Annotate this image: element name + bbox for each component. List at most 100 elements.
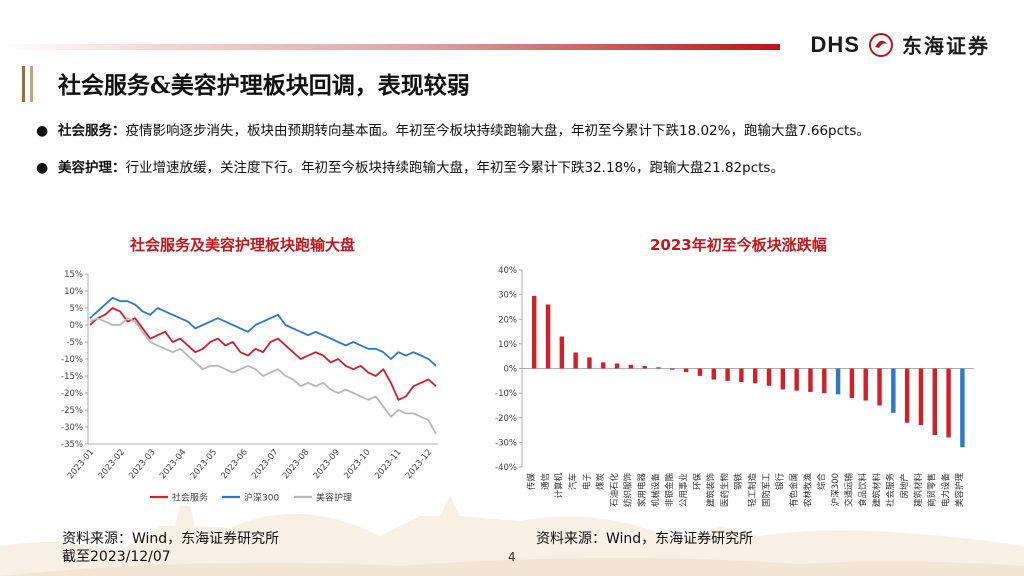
logo-dhs-text: DHS [810,31,860,57]
header-accent-line [0,44,780,50]
bar [960,368,965,448]
x-category-label: 电子 [581,473,592,491]
bar [877,368,882,406]
page-number: 4 [508,550,516,564]
y-tick-label: -40% [495,463,517,473]
x-category-label: 传媒 [526,473,537,491]
x-category-label: 环保 [692,473,703,491]
bar [601,362,606,369]
y-tick-label: -20% [495,414,517,424]
bar [794,368,799,391]
bar [656,367,661,369]
x-category-label: 综合 [816,473,827,491]
title-accent-bar [22,66,25,102]
x-category-label: 食品饮料 [858,473,869,508]
bar [628,364,634,369]
x-category-label: 电力设备 [940,473,951,508]
bullet-list: ● 社会服务：疫情影响逐步消失，板块由预期转向基本面。年初至今板块持续跑输大盘，… [36,120,986,194]
y-tick-label: -10% [495,389,517,399]
bar [573,352,578,369]
x-category-label: 煤炭 [595,473,606,491]
bar [808,368,813,392]
series-line [89,307,437,401]
skyline-decoration [0,496,1024,576]
x-tick-label: 2023-08 [281,448,311,482]
x-category-label: 沪深300 [830,473,841,506]
bar [545,304,551,369]
title-accent-bar-light [30,66,33,102]
x-tick-label: 2023-07 [250,448,280,482]
y-tick-label: -30% [61,423,83,433]
y-tick-label: -25% [61,406,83,416]
y-tick-label: -20% [61,389,83,399]
bar [670,368,675,370]
y-tick-label: 5% [70,304,84,314]
y-tick-label: 30% [498,291,517,301]
x-category-label: 美容护理 [954,473,965,508]
bar [614,363,620,369]
x-category-label: 钢铁 [733,473,744,491]
x-tick-label: 2023-11 [373,448,403,482]
bar [835,368,841,395]
bar [946,368,951,438]
bar [849,368,855,399]
bar [932,368,937,435]
x-category-label: 交通运输 [844,473,855,508]
x-category-label: 通信 [540,473,551,491]
bar-chart: 40%30%20%10%0%-10%-20%-30%-40%传媒 通信 计算机 汽车电… [495,266,974,508]
bar [904,368,910,423]
x-tick-label: 2023-12 [404,448,434,482]
bullet-text: 行业增速放缓，关注度下行。年初至今板块持续跑输大盘，年初至今累计下跌32.18%… [125,160,784,176]
x-tick-label: 2023-02 [97,448,127,482]
bar [532,295,537,369]
x-category-label: 医药生物 [719,473,730,508]
bullet-dot-icon: ● [36,160,49,176]
bar [559,336,565,369]
x-category-label: 国防军工 [761,473,772,508]
bar [642,366,647,369]
x-category-label: 计算机 [554,473,565,499]
line-chart: 15%10%5%0%-5%-10%-15%-20%-25%-30%-35%202… [61,270,438,504]
x-category-label: 纺织服饰 [623,473,634,508]
right-source-note: 资料来源：Wind，东海证券研究所 [536,531,754,547]
x-category-label: 有色金属 [788,473,799,507]
bar [711,368,716,380]
x-category-label: 轻工制造 [747,473,758,508]
y-tick-label: 10% [64,287,83,297]
y-tick-label: 0% [70,321,84,331]
x-tick-label: 2023-03 [127,448,157,482]
bar [780,368,786,390]
left-date-note: 截至2023/12/07 [62,549,171,565]
bullet-text: 疫情影响逐步消失，板块由预期转向基本面。年初至今板块持续跑输大盘，年初至今累计下… [125,123,870,139]
x-category-label: 建筑材料 [913,473,924,508]
y-tick-label: 15% [64,270,83,280]
x-tick-label: 2023-04 [158,448,188,482]
bar [918,368,924,426]
bullet-label: 美容护理： [58,160,126,176]
x-category-label: 非银金融 [664,473,675,508]
logo-chinese-text: 东海证券 [902,34,990,58]
x-category-label: 石油石化 [609,473,620,508]
x-category-label: 公用事业 [678,473,689,507]
y-tick-label: -10% [61,355,83,365]
legend-label: 沪深300 [244,492,279,504]
y-tick-label: -15% [61,372,83,382]
bullet-item-beauty-care: ● 美容护理：行业增速放缓，关注度下行。年初至今板块持续跑输大盘，年初至今累计下… [36,157,986,180]
x-category-label: 农林牧渔 [802,473,813,508]
bullet-label: 社会服务： [58,123,126,139]
y-tick-label: -30% [495,438,517,448]
right-chart-title: 2023年初至今板块涨跌幅 [650,236,827,254]
y-tick-label: 0% [504,365,518,375]
bullet-dot-icon: ● [36,123,49,139]
x-tick-label: 2023-10 [342,448,372,482]
y-tick-label: 40% [498,266,517,276]
bar [753,368,758,384]
page-title: 社会服务&美容护理板块回调，表现较弱 [58,72,470,99]
x-category-label: 房地产 [899,473,910,499]
x-category-label: 建筑材料 [871,473,882,508]
y-tick-label: 10% [498,340,517,350]
logo-emblem-icon [869,32,893,57]
bar [863,368,868,401]
bar [766,368,772,386]
bar [822,368,827,394]
